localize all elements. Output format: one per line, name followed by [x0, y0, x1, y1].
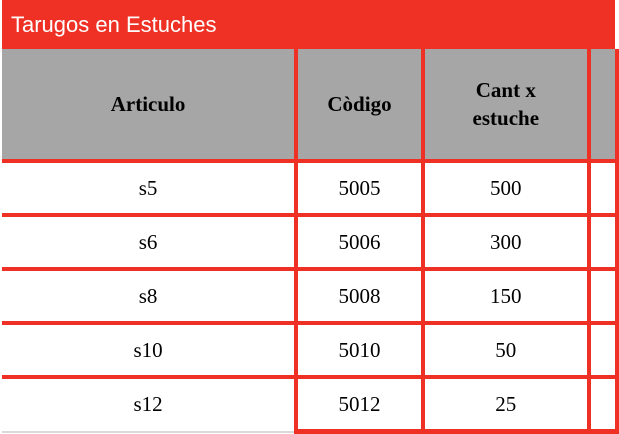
cell-codigo: 5005 [294, 159, 425, 217]
cell-articulo: s5 [2, 159, 299, 217]
cell-cant-x-estuche: 25 [420, 375, 591, 434]
table-row: s12 5012 25 [2, 375, 619, 434]
clipped-column-cell [586, 159, 619, 217]
cell-codigo: 5008 [294, 267, 425, 325]
cell-codigo: 5010 [294, 321, 425, 379]
table-row: s5 5005 500 [2, 159, 619, 217]
cell-codigo: 5012 [294, 375, 425, 434]
column-header-cant-x-estuche-label: Cant x estuche [472, 77, 540, 130]
table-row: s8 5008 150 [2, 267, 619, 325]
column-header-codigo: Còdigo [294, 49, 425, 163]
clipped-column-cell [586, 321, 619, 379]
clipped-column-header [586, 49, 619, 163]
products-table: Articulo Còdigo Cant x estuche s5 5005 5… [2, 49, 619, 434]
header-row: Articulo Còdigo Cant x estuche [2, 49, 619, 163]
cell-cant-x-estuche: 50 [420, 321, 591, 379]
clipped-column-cell [586, 267, 619, 325]
clipped-column-cell [586, 375, 619, 434]
cell-articulo: s12 [2, 375, 299, 433]
column-header-cant-x-estuche: Cant x estuche [420, 49, 591, 163]
cell-cant-x-estuche: 150 [420, 267, 591, 325]
cell-articulo: s8 [2, 267, 299, 325]
cell-articulo: s6 [2, 213, 299, 271]
clipped-column-cell [586, 213, 619, 271]
cell-codigo: 5006 [294, 213, 425, 271]
cell-cant-x-estuche: 500 [420, 159, 591, 217]
table-title-bar: Tarugos en Estuches [2, 0, 615, 49]
cell-articulo: s10 [2, 321, 299, 379]
cell-cant-x-estuche: 300 [420, 213, 591, 271]
table-row: s6 5006 300 [2, 213, 619, 271]
column-header-articulo: Articulo [2, 49, 299, 163]
table-row: s10 5010 50 [2, 321, 619, 379]
table-title: Tarugos en Estuches [11, 11, 217, 37]
